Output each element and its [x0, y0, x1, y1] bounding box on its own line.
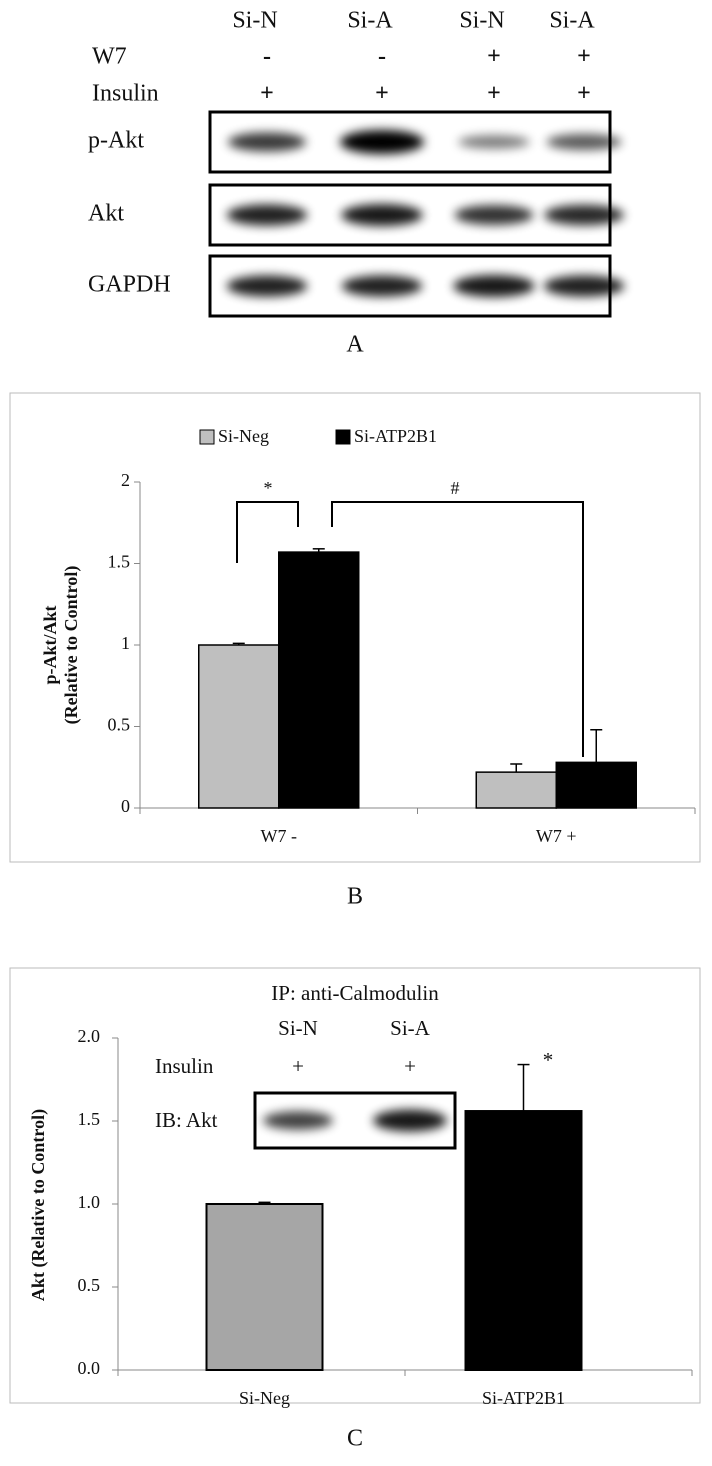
inset-column-label: Si-N: [278, 1016, 318, 1040]
bar: [475, 771, 557, 809]
blot-label: p-Akt: [88, 128, 144, 154]
bar: [205, 1203, 324, 1371]
significance-bracket: [236, 501, 299, 563]
inset-row-mark: +: [404, 1054, 416, 1078]
blot-band: [341, 204, 423, 226]
legend-label: Si-ATP2B1: [354, 426, 437, 446]
column-label: Si-A: [549, 8, 595, 34]
bar: [198, 644, 280, 809]
condition-mark: +: [487, 44, 501, 70]
x-tick-label: W7 -: [261, 826, 297, 846]
y-tick-label: 0: [121, 796, 130, 816]
condition-mark: +: [260, 81, 274, 107]
condition-mark: +: [577, 44, 591, 70]
panel-c-frame: [9, 967, 701, 1404]
y-axis-label: (Relative to Control): [61, 566, 82, 725]
chart-title: IP: anti-Calmodulin: [271, 981, 439, 1005]
panel-label: A: [346, 332, 364, 358]
panel-b-frame: [9, 392, 701, 863]
blot-band: [458, 135, 530, 149]
blot-band: [373, 1109, 447, 1132]
blot-band: [341, 275, 423, 297]
y-axis-label: p-Akt/Akt: [40, 605, 60, 684]
y-tick-label: 1: [121, 633, 130, 653]
column-label: Si-A: [347, 8, 393, 34]
blot-band: [546, 133, 622, 151]
y-tick-label: 0.5: [108, 715, 131, 735]
inset-row-mark: +: [292, 1054, 304, 1078]
significance-bracket: [331, 501, 584, 757]
legend-label: Si-Neg: [218, 426, 269, 446]
inset-column-label: Si-A: [390, 1016, 431, 1040]
y-tick-label: 0.5: [78, 1275, 101, 1295]
condition-mark: +: [577, 81, 591, 107]
blot-band: [226, 204, 308, 226]
annotation: #: [451, 478, 460, 498]
panel-label: B: [347, 884, 363, 910]
condition-label: W7: [92, 44, 127, 70]
column-label: Si-N: [459, 8, 504, 34]
bar: [278, 551, 360, 809]
panel-label: C: [347, 1426, 363, 1452]
legend-swatch: [199, 429, 215, 445]
bar: [464, 1110, 583, 1372]
blot-band: [263, 1111, 333, 1130]
blot-band: [544, 204, 624, 226]
condition-mark: +: [375, 81, 389, 107]
blot-band: [453, 275, 535, 297]
inset-blot-label: IB: Akt: [155, 1108, 218, 1132]
bar: [555, 761, 637, 809]
x-tick-label: Si-ATP2B1: [482, 1388, 565, 1408]
blot-band: [543, 275, 625, 297]
condition-label: Insulin: [92, 81, 159, 107]
annotation: *: [543, 1048, 554, 1072]
blot-band: [340, 130, 424, 154]
annotation: *: [264, 478, 273, 498]
y-tick-label: 0.0: [78, 1358, 101, 1378]
y-axis-label: Akt (Relative to Control): [28, 1109, 49, 1301]
blot-label: GAPDH: [88, 272, 171, 298]
condition-mark: -: [378, 44, 386, 70]
blot-band: [454, 205, 534, 225]
y-tick-label: 2: [121, 470, 130, 490]
legend-swatch: [335, 429, 351, 445]
y-tick-label: 2.0: [78, 1026, 101, 1046]
x-tick-label: Si-Neg: [239, 1388, 290, 1408]
y-tick-label: 1.0: [78, 1192, 101, 1212]
blot-band: [227, 132, 307, 152]
column-label: Si-N: [232, 8, 277, 34]
x-tick-label: W7 +: [536, 826, 577, 846]
y-tick-label: 1.5: [78, 1109, 101, 1129]
blot-band: [226, 275, 308, 297]
y-tick-label: 1.5: [108, 552, 131, 572]
condition-mark: +: [487, 81, 501, 107]
blot-label: Akt: [88, 201, 124, 227]
inset-row-label: Insulin: [155, 1054, 214, 1078]
condition-mark: -: [263, 44, 271, 70]
